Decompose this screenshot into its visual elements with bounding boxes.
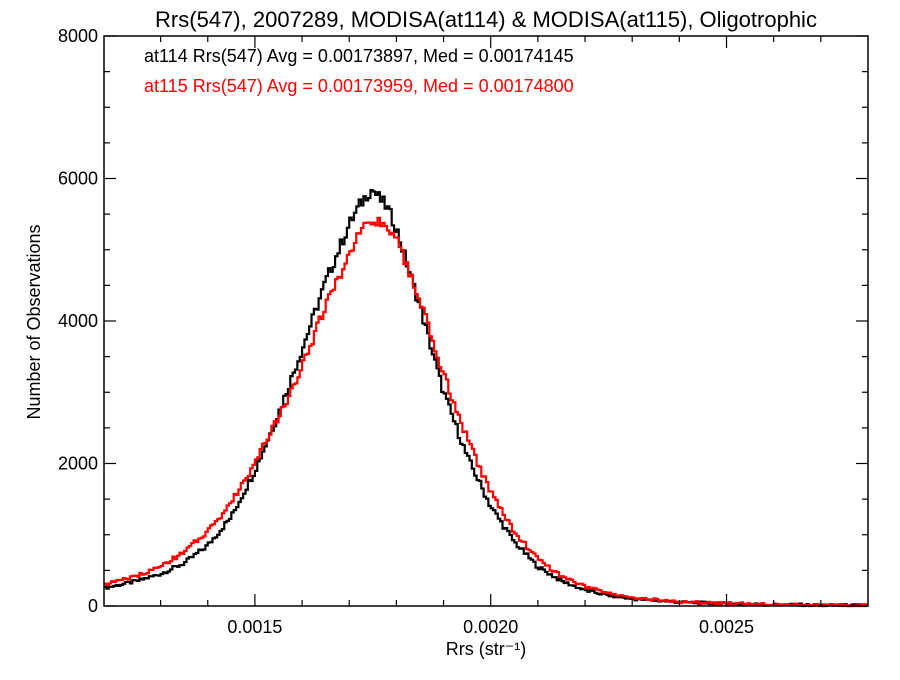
plot-area <box>104 188 868 608</box>
y-tick-label-3: 6000 <box>58 169 98 189</box>
legend: at114 Rrs(547) Avg = 0.00173897, Med = 0… <box>144 46 574 96</box>
x-axis-title: Rrs (str⁻¹) <box>446 639 526 659</box>
legend-entry-at115: at115 Rrs(547) Avg = 0.00173959, Med = 0… <box>144 76 574 96</box>
series-line-at114 <box>104 188 868 608</box>
tick-labels: 0.0015 0.0020 0.0025 0 2000 4000 6000 8000 <box>58 26 754 637</box>
legend-entry-at114: at114 Rrs(547) Avg = 0.00173897, Med = 0… <box>144 46 574 66</box>
x-tick-label-2: 0.0025 <box>699 617 754 637</box>
chart-title: Rrs(547), 2007289, MODISA(at114) & MODIS… <box>155 7 817 32</box>
plot-frame <box>103 35 869 607</box>
axis-ticks <box>104 35 868 607</box>
x-tick-label-0: 0.0015 <box>227 617 282 637</box>
x-tick-label-1: 0.0020 <box>463 617 518 637</box>
y-axis-title: Number of Observations <box>24 224 44 419</box>
y-tick-label-1: 2000 <box>58 454 98 474</box>
y-tick-label-4: 8000 <box>58 26 98 46</box>
series-line-at115 <box>104 216 868 608</box>
y-tick-label-0: 0 <box>88 596 98 616</box>
y-tick-label-2: 4000 <box>58 311 98 331</box>
